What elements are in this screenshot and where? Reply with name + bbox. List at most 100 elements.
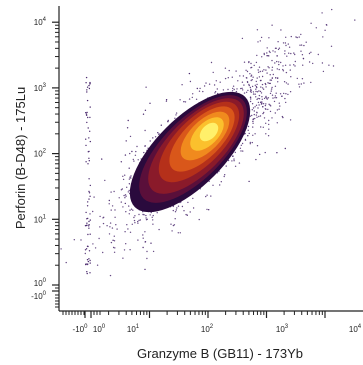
outlier-point <box>89 259 91 262</box>
outlier-point <box>260 103 263 105</box>
outlier-point <box>247 125 250 128</box>
y-axis-title: Perforin (B-D48) - 175Lu <box>13 87 28 229</box>
outlier-point <box>250 62 252 65</box>
outlier-point <box>142 234 144 236</box>
outlier-point <box>88 224 90 226</box>
outlier-point <box>150 211 152 214</box>
outlier-point <box>87 127 89 129</box>
outlier-point <box>183 101 185 103</box>
outlier-point <box>86 224 88 226</box>
outlier-point <box>114 247 116 249</box>
outlier-point <box>186 214 188 216</box>
outlier-point <box>315 27 317 29</box>
outlier-point <box>267 97 270 99</box>
outlier-point <box>126 224 128 226</box>
outlier-point <box>174 211 177 213</box>
outlier-point <box>276 122 278 124</box>
outlier-point <box>65 261 67 264</box>
outlier-point <box>89 184 92 187</box>
outlier-point <box>87 201 89 203</box>
outlier-point <box>60 248 62 250</box>
outlier-point <box>89 116 91 119</box>
outlier-point <box>224 67 227 69</box>
y-tick-label: 100 <box>34 278 47 288</box>
outlier-point <box>122 178 125 181</box>
outlier-point <box>278 61 280 63</box>
outlier-point <box>310 51 312 53</box>
outlier-point <box>259 90 262 93</box>
outlier-point <box>257 97 259 100</box>
outlier-point <box>289 69 291 71</box>
outlier-point <box>85 113 88 115</box>
outlier-point <box>277 81 279 83</box>
outlier-point <box>259 115 262 117</box>
outlier-point <box>109 222 112 224</box>
outlier-point <box>188 98 191 100</box>
outlier-point <box>215 80 217 82</box>
outlier-point <box>213 84 216 86</box>
outlier-point <box>125 243 127 245</box>
outlier-point <box>202 90 204 93</box>
outlier-point <box>158 228 160 231</box>
outlier-point <box>89 272 91 274</box>
outlier-point <box>129 135 132 138</box>
outlier-point <box>222 89 225 91</box>
outlier-point <box>256 145 259 147</box>
outlier-point <box>276 60 278 63</box>
outlier-point <box>261 56 263 58</box>
outlier-point <box>286 55 288 57</box>
outlier-point <box>232 87 234 90</box>
y-axis-tick-labels: 104 103 102 101 100 -100 <box>31 17 47 301</box>
outlier-point <box>240 150 242 152</box>
outlier-point <box>171 230 173 232</box>
outlier-point <box>250 91 252 94</box>
outlier-point <box>106 225 108 227</box>
outlier-point <box>123 249 126 251</box>
outlier-point <box>112 246 115 249</box>
outlier-point <box>232 85 235 87</box>
outlier-point <box>251 79 253 81</box>
x-axis-tick-labels: -100 100 101 102 103 104 <box>73 324 362 334</box>
outlier-point <box>270 105 272 107</box>
outlier-point <box>268 50 271 52</box>
outlier-point <box>249 100 252 103</box>
outlier-point <box>255 96 257 98</box>
outlier-point <box>254 106 256 108</box>
outlier-point <box>210 195 212 197</box>
outlier-point <box>214 91 217 93</box>
outlier-point <box>92 210 94 213</box>
outlier-point <box>111 205 114 207</box>
outlier-point <box>109 274 112 277</box>
outlier-point <box>192 93 194 95</box>
outlier-point <box>89 219 92 221</box>
outlier-point <box>172 224 175 227</box>
outlier-point <box>278 68 280 71</box>
outlier-point <box>246 81 249 83</box>
outlier-point <box>300 44 303 46</box>
outlier-point <box>124 154 127 156</box>
outlier-point <box>102 251 104 254</box>
outlier-point <box>258 76 261 78</box>
outlier-point <box>177 205 180 207</box>
outlier-point <box>258 98 261 100</box>
outlier-point <box>293 64 295 66</box>
outlier-point <box>270 90 272 92</box>
x-axis-title: Granzyme B (GB11) - 173Yb <box>137 346 303 361</box>
outlier-point <box>93 196 95 198</box>
outlier-point <box>261 87 264 89</box>
outlier-point <box>310 22 312 24</box>
outlier-point <box>132 209 134 211</box>
outlier-point <box>256 111 258 114</box>
outlier-point <box>285 71 288 74</box>
outlier-point <box>137 222 139 224</box>
outlier-point <box>244 138 247 141</box>
outlier-point <box>249 73 251 75</box>
outlier-point <box>256 54 258 57</box>
outlier-point <box>242 150 244 152</box>
outlier-point <box>235 70 237 72</box>
outlier-point <box>277 48 280 51</box>
outlier-point <box>254 133 256 135</box>
outlier-point <box>250 74 253 76</box>
outlier-point <box>85 248 88 250</box>
outlier-point <box>85 161 87 163</box>
